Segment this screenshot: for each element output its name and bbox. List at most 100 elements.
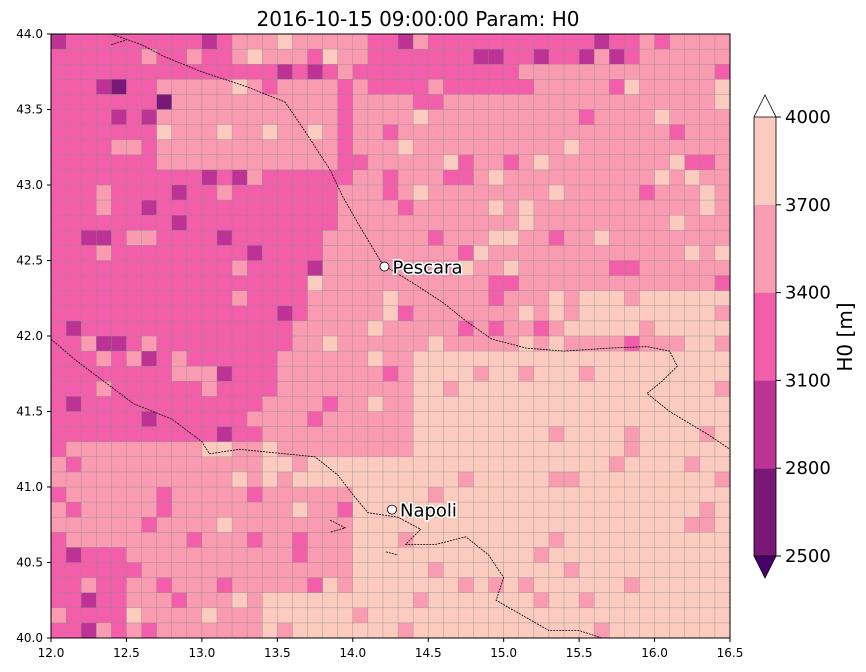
field-cell (322, 200, 338, 216)
field-cell (111, 94, 127, 110)
field-cell (382, 487, 399, 503)
field-cell (714, 532, 730, 548)
field-cell (216, 64, 233, 80)
field-cell (141, 381, 157, 397)
field-cell (443, 411, 459, 427)
field-cell (126, 607, 142, 624)
y-tick-label: 41.0 (16, 480, 43, 494)
field-cell (533, 577, 550, 593)
field-cell (443, 517, 459, 533)
field-cell (684, 320, 701, 337)
field-cell (66, 185, 82, 201)
field-cell (337, 517, 354, 533)
field-cell (156, 562, 173, 578)
field-cell (594, 139, 610, 156)
field-cell (352, 471, 369, 488)
field-cell (216, 622, 233, 638)
field-cell (201, 336, 218, 352)
field-cell (609, 275, 625, 291)
field-cell (156, 94, 173, 110)
field-cell (564, 305, 580, 322)
field-cell (458, 64, 474, 80)
field-cell (579, 245, 595, 261)
field-cell (277, 607, 293, 624)
field-cell (262, 622, 278, 638)
field-cell (126, 456, 142, 473)
field-cell (609, 547, 625, 563)
field-cell (292, 396, 308, 412)
field-cell (111, 441, 127, 458)
field-cell (624, 471, 640, 488)
field-cell (367, 351, 384, 367)
field-cell (337, 200, 354, 216)
field-cell (473, 532, 489, 548)
field-cell (171, 456, 188, 473)
field-cell (262, 185, 278, 201)
field-cell (111, 260, 127, 276)
field-cell (171, 607, 188, 624)
field-cell (96, 547, 112, 563)
field-cell (262, 215, 278, 231)
field-cell (564, 260, 580, 276)
field-cell (262, 441, 278, 458)
field-cell (96, 124, 112, 140)
field-cell (413, 487, 429, 503)
field-cell (322, 185, 338, 201)
field-cell (232, 34, 248, 50)
field-cell (232, 215, 248, 231)
field-cell (624, 607, 640, 624)
field-cell (639, 79, 655, 95)
field-cell (111, 245, 127, 261)
field-cell (548, 260, 565, 276)
field-cell (141, 366, 157, 382)
field-cell (533, 622, 550, 638)
field-cell (156, 396, 173, 412)
field-cell (352, 124, 369, 140)
field-cell (247, 336, 263, 352)
field-cell (126, 154, 142, 171)
field-cell (262, 305, 278, 322)
field-cell (186, 245, 203, 261)
field-cell (669, 230, 686, 246)
field-cell (473, 260, 489, 276)
field-cell (579, 502, 595, 518)
field-cell (503, 185, 520, 201)
field-cell (262, 169, 278, 186)
field-cell (337, 260, 354, 276)
field-cell (262, 64, 278, 80)
field-cell (503, 562, 520, 578)
field-cell (518, 260, 535, 276)
field-cell (262, 200, 278, 216)
field-cell (81, 200, 97, 216)
field-cell (337, 185, 354, 201)
field-cell (594, 260, 610, 276)
field-cell (684, 547, 701, 563)
field-cell (96, 169, 112, 186)
field-cell (624, 245, 640, 261)
field-cell (66, 275, 82, 291)
field-cell (518, 185, 535, 201)
field-cell (579, 305, 595, 322)
field-cell (51, 471, 67, 488)
field-cell (428, 577, 444, 593)
field-cell (654, 94, 670, 110)
field-cell (428, 562, 444, 578)
field-cell (277, 79, 293, 95)
field-cell (714, 396, 730, 412)
field-cell (428, 305, 444, 322)
field-cell (609, 34, 625, 50)
field-cell (141, 592, 157, 609)
field-cell (277, 471, 293, 488)
field-cell (216, 139, 233, 156)
field-cell (352, 336, 369, 352)
field-cell (337, 49, 354, 65)
field-cell (382, 351, 399, 367)
field-cell (699, 64, 716, 80)
field-cell (232, 79, 248, 95)
field-cell (262, 502, 278, 518)
field-cell (699, 487, 716, 503)
field-cell (443, 64, 459, 80)
field-cell (654, 79, 670, 95)
field-cell (111, 200, 127, 216)
field-cell (367, 441, 384, 458)
